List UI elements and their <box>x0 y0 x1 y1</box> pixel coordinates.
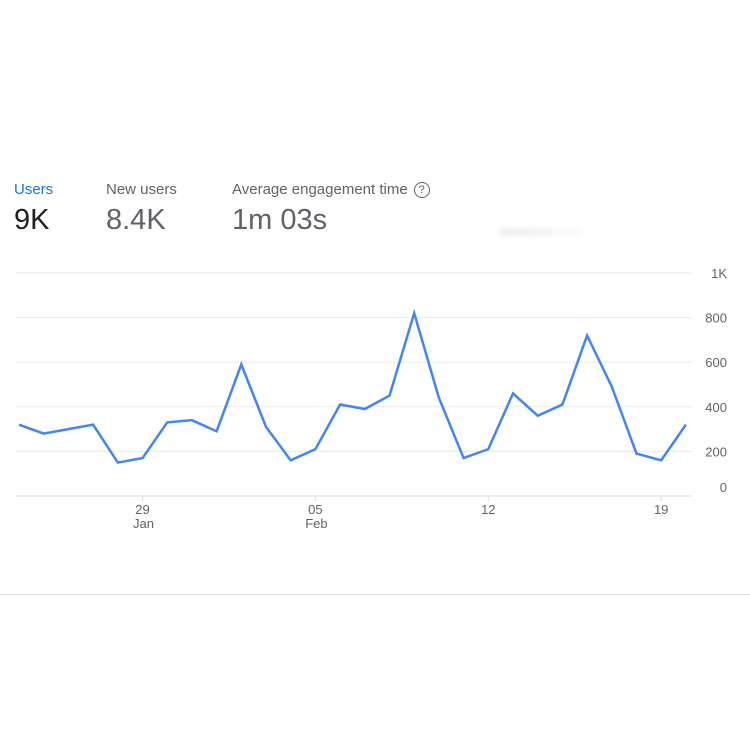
y-tick-label: 800 <box>705 311 727 326</box>
question-circle-icon[interactable]: ? <box>413 181 430 198</box>
metric-new-users[interactable]: New users 8.4K <box>106 181 177 237</box>
x-tick-label: 12 <box>481 502 495 517</box>
y-tick-label: 400 <box>705 400 727 415</box>
x-tick-label: 05 <box>308 502 322 517</box>
y-tick-label: 1K <box>711 266 727 281</box>
metric-avg-engagement[interactable]: Average engagement time? 1m 03s <box>232 181 430 237</box>
metric-value: 8.4K <box>106 204 166 236</box>
series-line <box>18 308 687 464</box>
metric-value: 9K <box>14 204 50 236</box>
metric-label: Users <box>14 181 54 198</box>
x-tick-sublabel: Feb <box>305 516 327 531</box>
y-tick-label: 600 <box>705 355 727 370</box>
metric-label: Average engagement time <box>232 181 408 198</box>
obscured-metric <box>500 228 580 236</box>
x-tick-sublabel: Jan <box>133 516 154 531</box>
x-tick-label: 19 <box>654 502 668 517</box>
metric-label: New users <box>106 181 177 198</box>
y-tick-label: 0 <box>720 480 727 495</box>
x-tick-label: 29 <box>135 502 149 517</box>
y-tick-label: 200 <box>705 444 727 459</box>
divider <box>0 594 750 595</box>
metric-users[interactable]: Users 9K <box>14 181 53 237</box>
metric-value: 1m 03s <box>232 204 328 236</box>
